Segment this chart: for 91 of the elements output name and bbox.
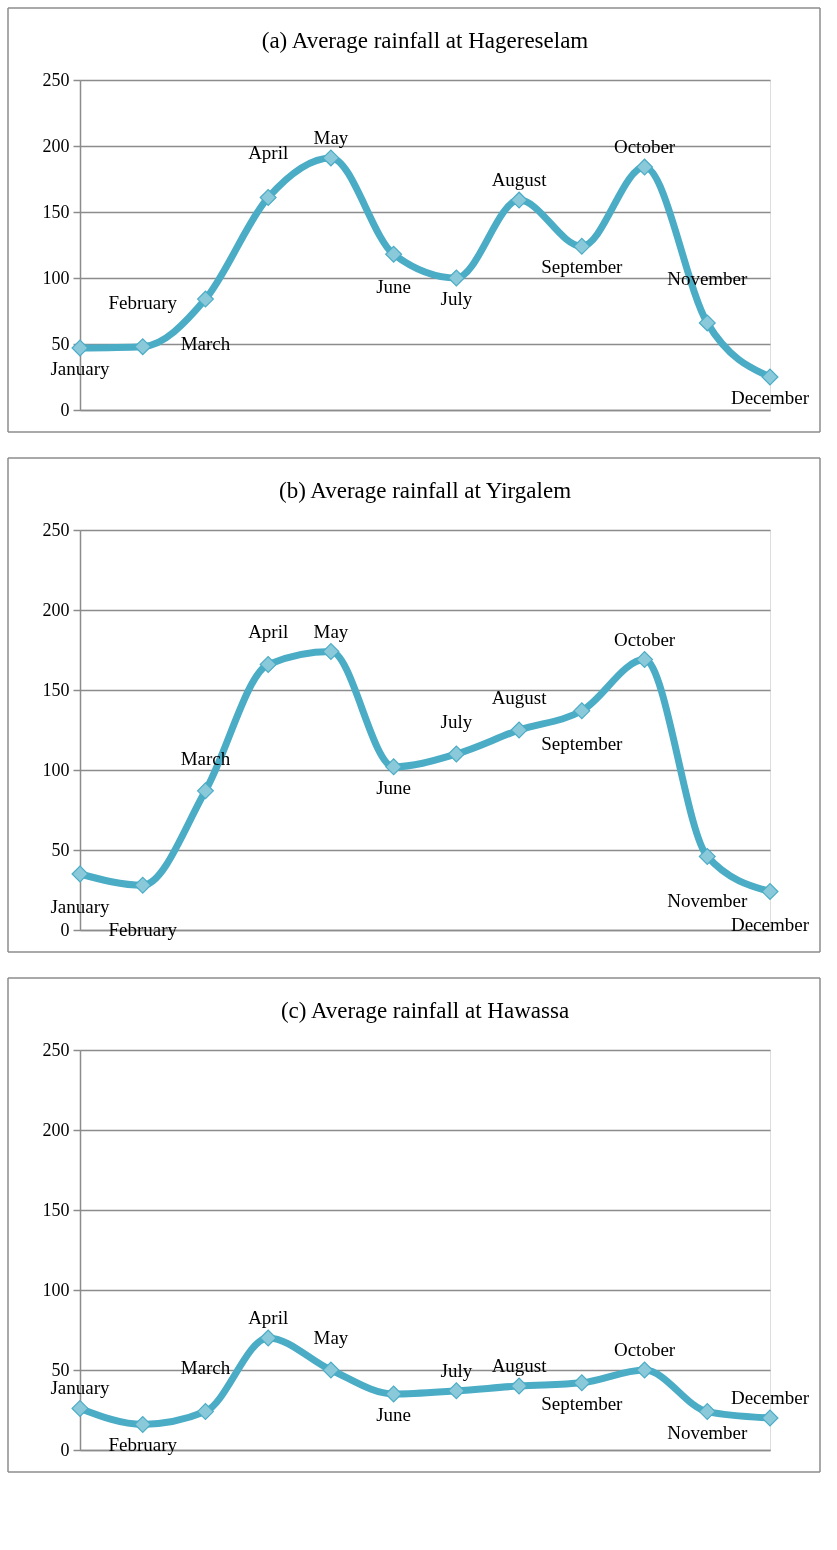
- x-tick-label: February: [108, 1434, 178, 1456]
- x-tick-label: May: [313, 1327, 349, 1348]
- x-tick-label: September: [541, 732, 624, 754]
- y-tick-label: 50: [51, 1359, 70, 1380]
- y-tick-label: 150: [42, 679, 70, 700]
- point: [196, 1403, 214, 1421]
- x-tick-label: November: [667, 1421, 749, 1443]
- y-tick-label: 50: [51, 839, 70, 860]
- point: [71, 339, 89, 357]
- y-tick-label: 250: [42, 1039, 70, 1060]
- point: [71, 865, 89, 883]
- point: [698, 847, 716, 865]
- point: [698, 1403, 716, 1421]
- y-tick-label: 250: [42, 69, 70, 90]
- y-tick-label: 200: [42, 135, 70, 156]
- x-tick-label: July: [440, 288, 473, 309]
- x-tick-label: January: [50, 1377, 111, 1399]
- y-tick-label: 0: [60, 919, 70, 940]
- x-tick-label: August: [491, 169, 548, 191]
- point: [636, 1361, 654, 1379]
- y-tick-label: 200: [42, 1119, 70, 1140]
- x-tick-label: April: [248, 621, 289, 643]
- x-tick-label: April: [248, 1307, 289, 1328]
- x-tick-label: June: [376, 1404, 412, 1425]
- x-tick-label: January: [50, 896, 111, 917]
- x-tick-label: April: [248, 142, 289, 164]
- y-tick-label: 0: [60, 1439, 70, 1460]
- point: [259, 1329, 277, 1347]
- point: [447, 1382, 465, 1400]
- point: [322, 1361, 340, 1379]
- x-tick-label: July: [440, 711, 473, 732]
- point: [510, 721, 528, 739]
- y-tick-label: 50: [51, 333, 70, 354]
- point: [761, 1409, 779, 1427]
- point: [385, 1385, 403, 1403]
- x-tick-label: September: [541, 1392, 624, 1414]
- y-tick-label: 100: [42, 267, 70, 288]
- point: [698, 314, 716, 332]
- point: [573, 237, 591, 255]
- x-tick-label: March: [180, 1356, 231, 1378]
- x-tick-label: December: [730, 913, 810, 935]
- point: [259, 655, 277, 673]
- point: [636, 651, 654, 669]
- point: [761, 368, 779, 386]
- x-tick-label: May: [313, 126, 349, 148]
- point: [196, 290, 214, 308]
- x-tick-label: February: [108, 291, 178, 313]
- x-tick-label: January: [50, 357, 111, 379]
- y-tick-label: 200: [42, 599, 70, 620]
- chart-title: (c) Average rainfall at Hawassa: [280, 998, 570, 1024]
- point: [259, 188, 277, 206]
- point: [134, 1415, 152, 1433]
- point: [134, 338, 152, 356]
- y-tick-label: 100: [42, 1279, 70, 1300]
- point: [636, 158, 654, 176]
- x-tick-label: March: [180, 333, 231, 355]
- point: [447, 269, 465, 287]
- chart-title: (b) Average rainfall at Yirgalem: [278, 478, 572, 504]
- x-tick-label: October: [613, 628, 676, 650]
- y-tick-label: 150: [42, 201, 70, 222]
- point: [385, 245, 403, 263]
- x-tick-label: October: [613, 1339, 676, 1360]
- x-tick-label: December: [730, 387, 810, 408]
- x-tick-label: July: [440, 1359, 473, 1381]
- x-tick-label: November: [667, 890, 749, 912]
- point: [510, 191, 528, 209]
- point: [71, 1399, 89, 1417]
- x-tick-label: August: [491, 687, 548, 708]
- point: [322, 149, 340, 167]
- y-tick-label: 150: [42, 1199, 70, 1220]
- x-tick-label: December: [730, 1387, 810, 1408]
- point: [573, 702, 591, 720]
- x-tick-label: February: [108, 919, 178, 941]
- x-tick-label: June: [376, 276, 412, 298]
- point: [385, 758, 403, 776]
- x-tick-label: September: [541, 256, 624, 278]
- point: [322, 643, 340, 661]
- x-tick-label: May: [313, 620, 349, 642]
- y-tick-label: 100: [42, 759, 70, 780]
- x-tick-label: August: [491, 1355, 548, 1376]
- x-tick-label: October: [613, 136, 676, 158]
- point: [761, 883, 779, 901]
- x-tick-label: June: [376, 776, 412, 798]
- point: [134, 876, 152, 894]
- y-tick-label: 0: [60, 399, 70, 420]
- point: [573, 1374, 591, 1392]
- chart-title: (a) Average rainfall at Hagereselam: [261, 28, 589, 54]
- point: [510, 1377, 528, 1395]
- point: [196, 782, 214, 800]
- y-tick-label: 250: [42, 519, 70, 540]
- point: [447, 745, 465, 763]
